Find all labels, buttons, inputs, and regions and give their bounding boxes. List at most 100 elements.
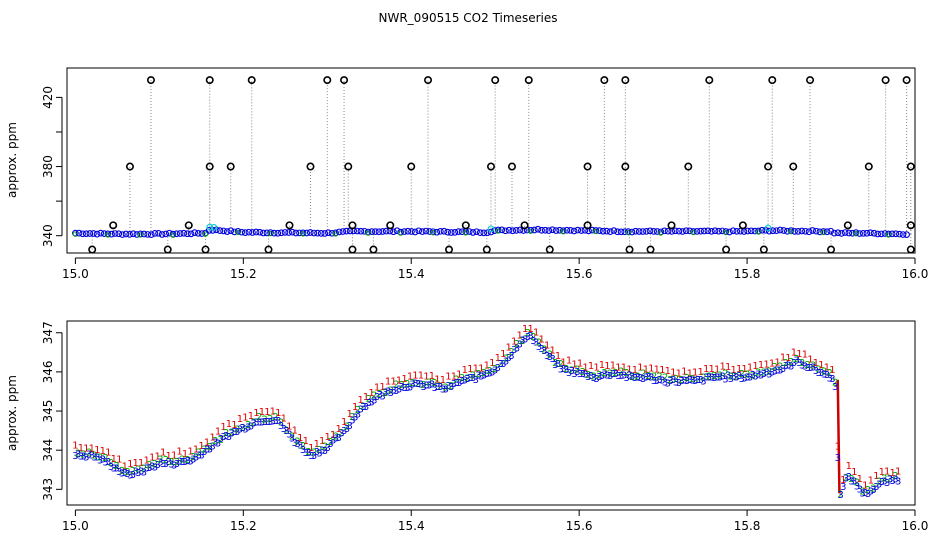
series-1-point: 1 <box>198 441 204 452</box>
series-1-point: 1 <box>423 372 429 383</box>
series-1-point: 1 <box>467 364 473 375</box>
data-point <box>715 227 723 235</box>
series-2-point: 2 <box>316 445 322 456</box>
series-2-point: 2 <box>124 467 130 478</box>
series-3-point: 3 <box>824 370 830 381</box>
series-3-point: 3 <box>673 377 679 388</box>
spike-point <box>445 245 454 254</box>
series-3-point: 3 <box>876 480 882 491</box>
spike-point <box>600 76 609 85</box>
series-1-point: 1 <box>401 374 407 385</box>
series-2-point: 2 <box>486 366 492 377</box>
spike-point <box>205 162 214 171</box>
series-2-point: 2 <box>843 473 849 484</box>
data-point <box>783 227 791 235</box>
data-point <box>408 228 415 235</box>
x-tick-label: 15.6 <box>566 267 593 281</box>
series-2-point: 2 <box>552 358 558 369</box>
series-3-point: 3 <box>333 433 339 444</box>
spike-point <box>184 221 193 230</box>
data-point <box>711 227 719 235</box>
data-point <box>285 229 292 236</box>
series-3-point: 3 <box>645 372 651 383</box>
series-3-point: 3 <box>868 486 874 497</box>
series-1-point: 1 <box>165 451 171 462</box>
series-3-point: 3 <box>826 374 832 385</box>
series-3-point: 3 <box>97 456 103 467</box>
data-point <box>791 227 798 235</box>
series-3-point: 3 <box>763 368 769 379</box>
spike-point <box>205 76 214 85</box>
series-2-point: 2 <box>558 359 564 370</box>
series-3-point: 3 <box>895 476 901 487</box>
series-2-point: 2 <box>689 374 695 385</box>
data-point <box>588 226 596 234</box>
series-3-point: 3 <box>442 385 448 396</box>
series-1-point: 1 <box>434 374 440 385</box>
series-3-point: 3 <box>464 374 470 385</box>
series-2-point: 2 <box>525 328 531 339</box>
spike-point <box>340 76 349 85</box>
series-1-point: 1 <box>72 441 78 452</box>
data-point <box>194 229 202 237</box>
series-2-point: 2 <box>113 461 119 472</box>
series-2-point: 2 <box>119 466 125 477</box>
data-point <box>122 230 130 238</box>
series-3-point: 3 <box>410 380 416 391</box>
chart-title: NWR_090515 CO2 Timeseries <box>379 11 558 25</box>
series-2-point: 2 <box>102 453 108 464</box>
data-point <box>650 227 657 235</box>
series-3-point: 3 <box>146 463 152 474</box>
series-2-point: 2 <box>399 380 405 391</box>
data-point <box>353 227 361 235</box>
data-point <box>874 230 882 238</box>
series-1-point: 1 <box>725 362 731 373</box>
series-3-point: 3 <box>563 365 569 376</box>
y-axis-label: approx. ppm <box>5 122 19 198</box>
series-2-point: 2 <box>311 448 317 459</box>
data-point <box>325 229 332 237</box>
spike-point <box>843 221 852 230</box>
series-3-point: 3 <box>185 456 191 467</box>
spike-point <box>621 76 630 85</box>
series-2-point: 2 <box>245 420 251 431</box>
series-3-point: 3 <box>555 359 561 370</box>
data-point <box>372 228 379 235</box>
series-1-point: 1 <box>248 411 254 422</box>
series-1-point: 1 <box>593 363 599 374</box>
series-2-point: 2 <box>388 386 394 397</box>
series-1-point: 1 <box>522 324 528 335</box>
series-3-point: 3 <box>105 457 111 468</box>
series-3-point: 3 <box>102 458 108 469</box>
data-point <box>267 230 274 237</box>
series-3-point: 3 <box>717 373 723 384</box>
series-1-point: 1 <box>741 364 747 375</box>
data-point <box>560 228 566 235</box>
series-1-point: 1 <box>752 361 758 372</box>
series-3-point: 3 <box>519 335 525 346</box>
series-2-point: 2 <box>805 360 811 371</box>
series-2-point: 2 <box>519 336 525 347</box>
series-3-point: 3 <box>176 457 182 468</box>
plot-frame <box>66 320 916 506</box>
series-1-point: 1 <box>325 432 331 443</box>
series-3-point: 3 <box>506 353 512 364</box>
series-2-point: 2 <box>733 372 739 383</box>
data-point <box>206 223 214 231</box>
series-2-point: 2 <box>530 332 536 343</box>
series-3-point: 3 <box>654 376 660 387</box>
series-1-point: 1 <box>429 371 435 382</box>
series-3-point: 3 <box>486 368 492 379</box>
series-3-point: 3 <box>196 451 202 462</box>
series-3-point: 3 <box>193 452 199 463</box>
y-tick-label: 345 <box>41 400 55 423</box>
data-point <box>867 229 874 237</box>
series-3-point: 3 <box>719 372 725 383</box>
data-point <box>437 227 444 235</box>
series-2-point: 2 <box>464 374 470 385</box>
data-point <box>198 230 206 237</box>
series-1-point: 1 <box>275 408 281 419</box>
series-1-point: 1 <box>94 445 100 456</box>
